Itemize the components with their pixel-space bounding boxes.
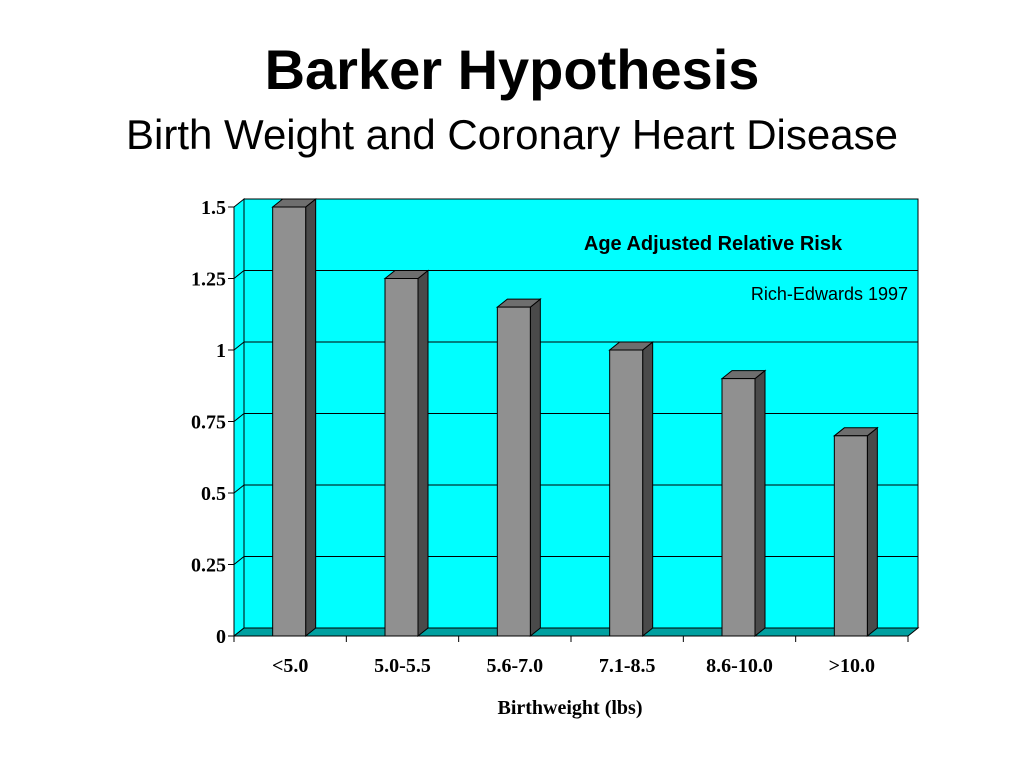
floor-plane [232, 627, 920, 637]
y-tick-label: 0 [216, 626, 226, 648]
bar-front [609, 349, 644, 637]
y-tick-label: 1.25 [191, 269, 226, 291]
chart-annotation-measure: Age Adjusted Relative Risk [584, 233, 843, 255]
bar [495, 298, 542, 638]
x-tick-label: 8.6-10.0 [706, 655, 773, 677]
gridline-side [233, 413, 245, 422]
bar [608, 340, 655, 638]
x-tick-label: 5.0-5.5 [374, 655, 431, 677]
x-tick-label: <5.0 [272, 655, 308, 677]
bar [832, 426, 879, 638]
y-tick-label: 0.75 [191, 412, 226, 434]
bar-side [417, 269, 429, 638]
bar-front [833, 435, 868, 637]
bar-side [866, 426, 878, 638]
y-tick-label: 0.25 [191, 555, 226, 577]
x-tick-label: >10.0 [829, 655, 875, 677]
bars [271, 197, 879, 638]
x-tick-label: 5.6-7.0 [486, 655, 543, 677]
bar-side [754, 369, 766, 638]
y-tick-label: 1.5 [201, 197, 226, 219]
gridline-side [233, 484, 245, 494]
chart-floor [232, 627, 920, 637]
y-tick-label: 0.5 [201, 483, 226, 505]
x-tick-label: 7.1-8.5 [599, 655, 656, 677]
bar-side [642, 340, 654, 638]
x-axis-ticks: <5.0 5.0-5.5 5.6-7.0 7.1-8.5 8.6-10.0 >10.0 [233, 636, 909, 677]
bar-front [272, 206, 307, 637]
slide-title: Barker Hypothesis [264, 38, 760, 101]
gridlines [233, 270, 918, 565]
y-tick-label: 1 [216, 340, 226, 362]
bar-side [305, 197, 317, 638]
gridline-side [233, 556, 245, 565]
chart-annotation-source: Rich-Edwards 1997 [751, 284, 908, 304]
bar [271, 197, 318, 638]
bar-side [529, 298, 541, 638]
x-axis-label: Birthweight (lbs) [498, 697, 643, 719]
bar-front [384, 278, 419, 637]
bar-front [721, 378, 756, 637]
bar [383, 269, 430, 638]
plot-area [233, 197, 919, 638]
slide-subtitle: Birth Weight and Coronary Heart Disease [126, 111, 898, 158]
bar-front [496, 306, 531, 637]
y-axis-ticks: 0 0.25 0.5 0.75 1 1.25 1.5 [191, 197, 234, 648]
bar [720, 369, 767, 638]
gridline-side [233, 270, 245, 279]
gridline-side [233, 341, 245, 351]
